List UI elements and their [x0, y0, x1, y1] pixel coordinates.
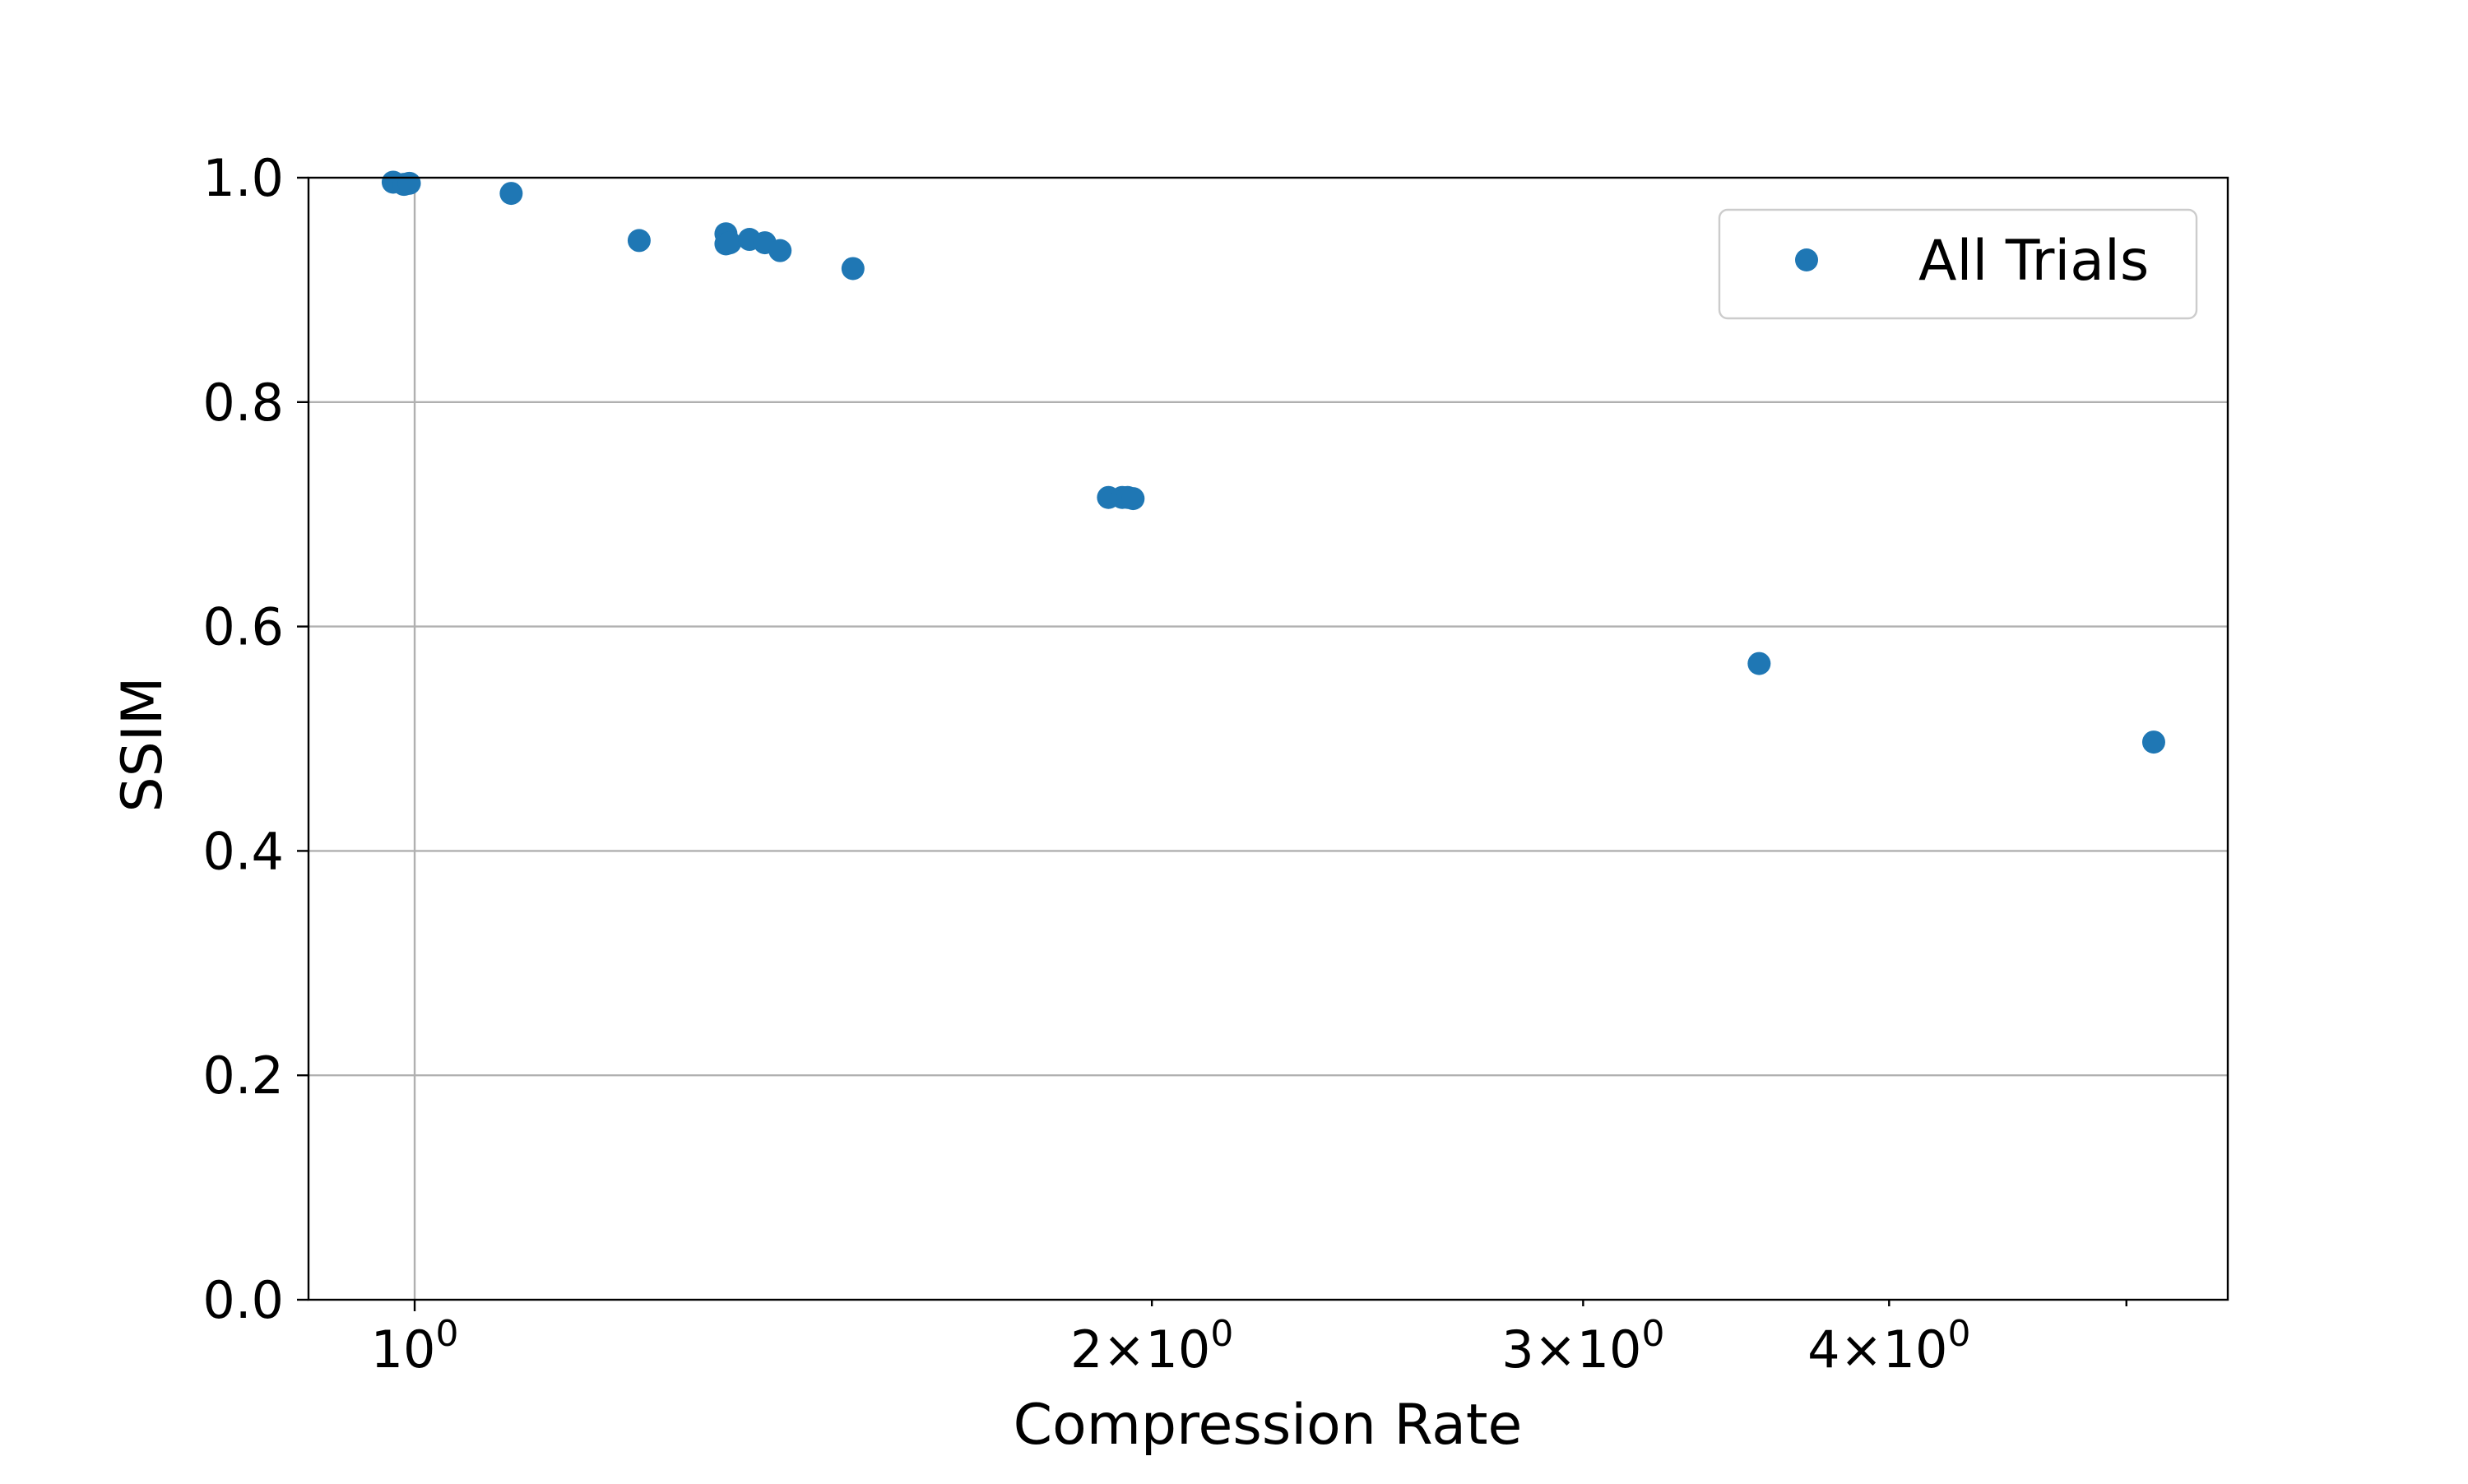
legend-label: All Trials	[1918, 229, 2149, 294]
data-points	[381, 170, 2165, 754]
legend-marker	[1795, 248, 1818, 271]
data-point	[718, 231, 742, 255]
legend-box	[1718, 208, 2198, 320]
y-axis-label: SSIM	[110, 676, 175, 812]
x-tick-label: 2×100	[1070, 1313, 1233, 1380]
y-tick-label: 0.6	[202, 597, 284, 657]
data-point	[2141, 730, 2165, 754]
x-tick-label: 4×100	[1807, 1313, 1970, 1380]
y-tick-label: 0.8	[202, 373, 284, 433]
data-point	[841, 257, 865, 281]
y-tick-label: 0.0	[202, 1270, 284, 1330]
x-tick-label: 100	[371, 1313, 459, 1380]
y-tick-label: 0.2	[202, 1046, 284, 1106]
axis-ticks: 0.0 0.2 0.4 0.6 0.8 1.0 100 2×100 3×100 4×100	[202, 148, 2127, 1380]
data-point	[499, 182, 523, 206]
data-point	[1121, 487, 1145, 511]
data-point	[768, 239, 792, 262]
grid	[308, 178, 2228, 1300]
y-tick-label: 1.0	[202, 148, 284, 208]
data-point	[627, 229, 651, 253]
y-tick-label: 0.4	[202, 821, 284, 881]
x-axis-label: Compression Rate	[1014, 1393, 1523, 1458]
data-point	[1747, 652, 1771, 675]
data-point	[397, 171, 421, 195]
legend: All Trials	[1718, 208, 2198, 320]
plot-frame	[307, 176, 2229, 1301]
x-tick-label: 3×100	[1501, 1313, 1664, 1380]
